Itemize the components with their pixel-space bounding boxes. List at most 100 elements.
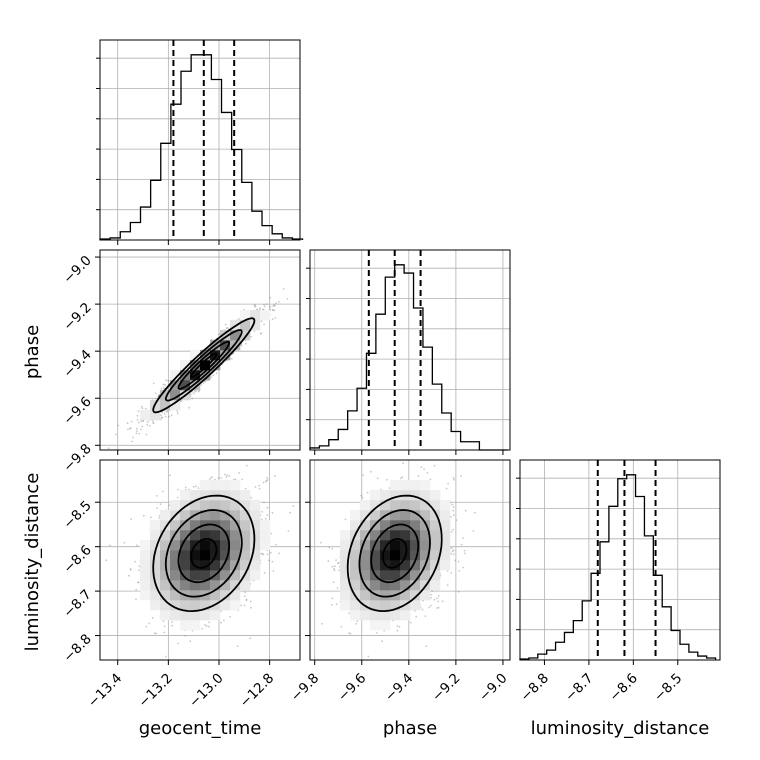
- density-cell: [140, 560, 151, 571]
- scatter-point: [272, 570, 275, 572]
- scatter-point: [136, 414, 139, 417]
- scatter-point: [332, 581, 335, 584]
- scatter-point: [131, 440, 134, 443]
- density-cell: [140, 570, 151, 581]
- scatter-point: [191, 391, 194, 393]
- scatter-point: [275, 302, 278, 305]
- scatter-point: [135, 430, 138, 432]
- scatter-point: [224, 473, 226, 476]
- scatter-point: [161, 490, 164, 493]
- scatter-point: [238, 318, 241, 320]
- scatter-point: [266, 476, 269, 479]
- scatter-point: [217, 477, 220, 479]
- scatter-point: [225, 327, 228, 330]
- scatter-point: [188, 406, 191, 409]
- density-cell: [240, 320, 251, 331]
- density-cell: [200, 610, 211, 621]
- scatter-point: [148, 622, 151, 625]
- scatter-point: [274, 304, 276, 307]
- scatter-point: [137, 410, 140, 413]
- density-cell: [250, 560, 261, 571]
- scatter-point: [164, 415, 167, 418]
- scatter-point: [269, 296, 272, 299]
- scatter-point: [250, 496, 253, 499]
- scatter-point: [260, 320, 263, 323]
- scatter-point: [340, 625, 343, 628]
- scatter-point: [171, 621, 174, 623]
- scatter-point: [241, 478, 244, 481]
- scatter-point: [152, 421, 154, 424]
- scatter-point: [460, 475, 462, 477]
- density-cell: [240, 580, 251, 591]
- scatter-point: [215, 372, 218, 375]
- scatter-point: [166, 410, 169, 413]
- density-cell: [140, 590, 151, 601]
- scatter-point: [231, 358, 233, 360]
- density-cell: [210, 350, 221, 361]
- scatter-point: [249, 600, 252, 603]
- density-cell: [230, 480, 241, 491]
- scatter-point: [148, 425, 151, 427]
- density-cell: [150, 600, 161, 611]
- scatter-point: [132, 436, 135, 439]
- scatter-point: [211, 476, 213, 478]
- scatter-point: [142, 420, 145, 422]
- scatter-point: [209, 477, 212, 480]
- scatter-point: [144, 407, 147, 410]
- density-cell: [240, 520, 251, 531]
- scatter-point: [402, 462, 405, 464]
- scatter-point: [136, 427, 138, 430]
- density-cell: [260, 520, 271, 531]
- scatter-point: [258, 484, 261, 487]
- scatter-point: [162, 386, 165, 389]
- scatter-point: [258, 487, 261, 490]
- scatter-point: [201, 628, 204, 630]
- scatter-point: [138, 569, 140, 572]
- scatter-point: [264, 517, 267, 520]
- scatter-point: [262, 553, 265, 556]
- scatter-point: [204, 624, 206, 626]
- density-cell: [180, 550, 191, 561]
- scatter-point: [205, 625, 208, 627]
- scatter-point: [270, 551, 272, 554]
- scatter-point: [161, 416, 164, 419]
- scatter-point: [129, 569, 132, 571]
- scatter-point: [192, 485, 195, 488]
- scatter-point: [249, 637, 252, 640]
- density-cell: [230, 540, 241, 551]
- scatter-point: [250, 335, 253, 338]
- scatter-point: [265, 480, 267, 483]
- scatter-point: [254, 304, 256, 307]
- scatter-point: [245, 598, 248, 601]
- scatter-point: [245, 464, 248, 467]
- scatter-point: [282, 288, 285, 290]
- density-cells: [140, 310, 271, 421]
- scatter-point: [267, 559, 270, 562]
- scatter-point: [142, 514, 145, 517]
- density-cell: [180, 370, 191, 381]
- density-cell: [240, 490, 251, 501]
- density-cell: [210, 500, 221, 511]
- scatter-point: [141, 425, 144, 428]
- density-cell: [230, 510, 241, 521]
- scatter-point: [263, 323, 265, 326]
- scatter-point: [130, 518, 133, 520]
- scatter-point: [195, 485, 197, 488]
- scatter-point: [176, 412, 179, 415]
- scatter-point: [335, 559, 337, 561]
- histogram-luminosity_distance: [519, 474, 717, 660]
- scatter-point: [225, 476, 228, 478]
- scatter-point: [223, 619, 225, 622]
- scatter-point: [250, 606, 252, 609]
- scatter-point: [425, 645, 428, 647]
- density-cell: [240, 330, 251, 341]
- scatter-point: [109, 544, 111, 547]
- histogram-geocent_time: [99, 54, 304, 240]
- scatter-point: [212, 374, 215, 376]
- scatter-point: [263, 305, 266, 308]
- scatter-point: [271, 318, 274, 320]
- scatter-point: [171, 624, 174, 627]
- scatter-point: [245, 342, 247, 345]
- scatter-point: [243, 595, 246, 597]
- scatter-point: [450, 531, 453, 533]
